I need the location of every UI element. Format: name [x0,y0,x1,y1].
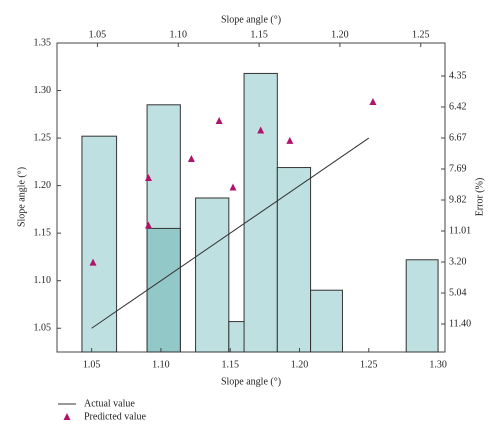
y2-tick-label: 4.35 [449,70,467,81]
point [369,97,377,105]
point [229,183,237,191]
y2-tick-label: 9.82 [449,194,467,205]
x2-tick-label: 1.15 [250,29,268,40]
x-tick-label: 1.20 [291,359,309,370]
point [286,136,294,144]
point [215,116,223,124]
y-axis-title: Slope angle (°) [16,167,27,227]
legend-label: Predicted value [84,411,146,422]
y2-tick-label: 11.01 [449,225,471,236]
y2-tick-label: 3.20 [449,256,467,267]
bar [276,167,312,353]
point [89,258,97,266]
y-tick-label: 1.30 [34,85,52,96]
bar [146,227,181,353]
bar [195,197,230,353]
y-tick-label: 1.15 [34,227,52,238]
y-tick-label: 1.25 [34,132,52,143]
bar [310,289,343,353]
x2-tick-label: 1.25 [412,29,430,40]
y-tick-label: 1.10 [34,275,52,286]
x-tick-label: 1.15 [221,359,239,370]
x2-tick-label: 1.20 [331,29,349,40]
x-axis-title: Slope angle (°) [221,376,281,387]
bar [405,259,439,353]
legend-label: Actual value [84,398,135,409]
x2-tick-label: 1.05 [89,29,107,40]
legend-marker [63,413,71,420]
x-tick-label: 1.30 [429,359,447,370]
point [187,154,195,162]
point [257,126,265,134]
line [91,137,370,329]
y-tick-label: 1.05 [34,323,52,334]
x-axis-top-title: Slope angle (°) [221,14,281,25]
y2-tick-label: 5.04 [449,287,467,298]
x-tick-label: 1.05 [83,359,101,370]
y-tick-label: 1.35 [34,37,52,48]
x-tick-label: 1.25 [360,359,378,370]
y2-tick-label: 7.69 [449,163,467,174]
y-tick-label: 1.20 [34,180,52,191]
x-tick-label: 1.10 [152,359,170,370]
point [144,174,152,182]
x2-tick-label: 1.10 [170,29,188,40]
bar [81,135,118,353]
y2-axis-title: Error (%) [474,178,485,217]
y2-tick-label: 11.40 [449,318,471,329]
y2-tick-label: 6.67 [449,132,467,143]
y2-tick-label: 6.42 [449,101,467,112]
point [144,221,152,229]
